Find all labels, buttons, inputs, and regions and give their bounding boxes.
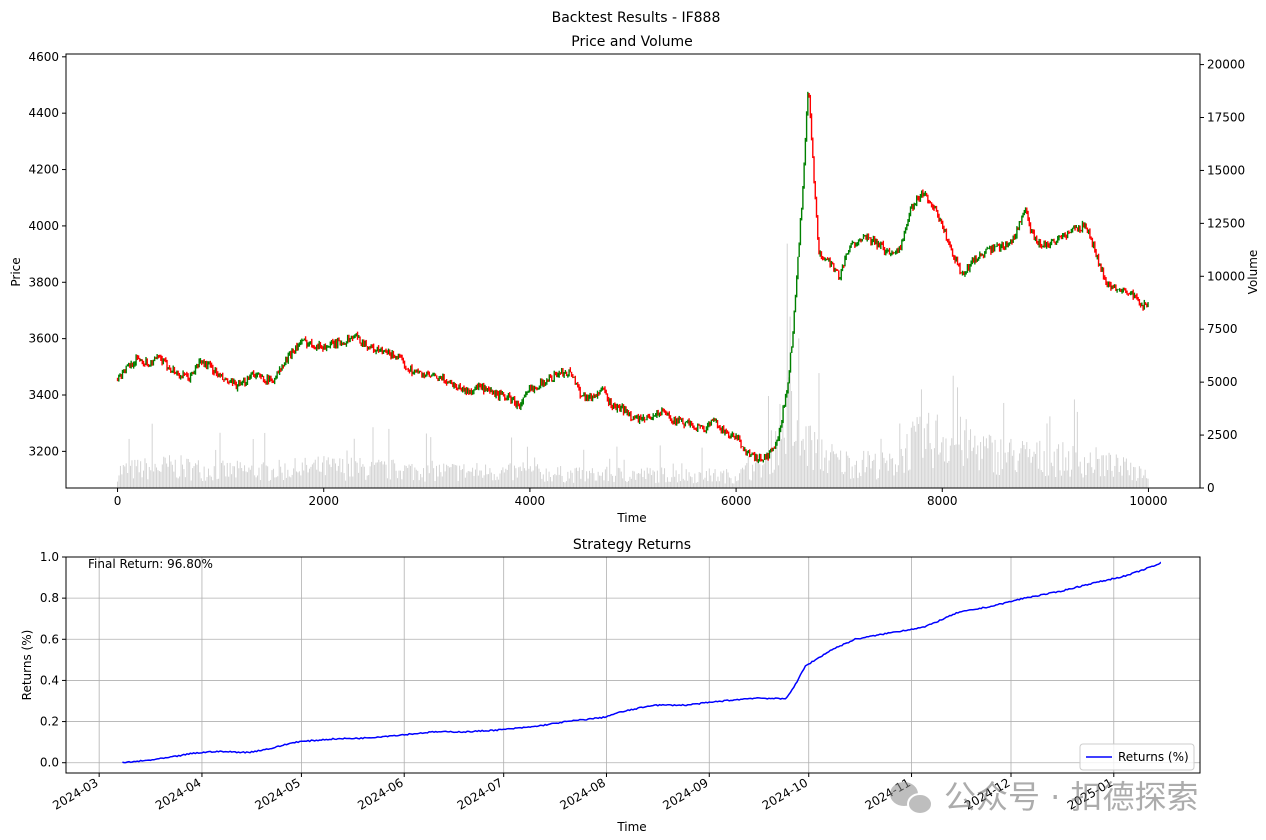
x-tick-label: 2024-03 [50, 775, 100, 812]
volume-bars [117, 243, 1149, 488]
x-tick-label: 2024-10 [760, 775, 810, 812]
y-tick-label: 0.4 [40, 673, 59, 687]
legend-label: Returns (%) [1118, 750, 1189, 764]
y-tick-label: 0.0 [40, 756, 59, 770]
returns-x-label: Time [616, 820, 646, 834]
y-tick-label: 0.8 [40, 591, 59, 605]
y-tick-label: 4600 [28, 50, 59, 64]
y-tick-label: 4400 [28, 106, 59, 120]
legend-box [1079, 743, 1195, 771]
y-tick-label: 1.0 [40, 550, 59, 564]
price-volume-axes: Price and Volume 0 2000 4000 6000 8000 10000 … [9, 34, 1260, 525]
x-tick-label: 10000 [1129, 494, 1167, 508]
x-tick-label: 2024-07 [455, 775, 505, 812]
y-tick-label: 4000 [28, 219, 59, 233]
price-candles [116, 91, 1149, 464]
volume-y-label: Volume [1246, 250, 1260, 295]
x-tick-label: 2024-06 [355, 775, 405, 812]
y2-tick-label: 7500 [1207, 322, 1238, 336]
returns-grid [66, 556, 1200, 773]
x-tick-label: 2024-08 [558, 775, 608, 812]
x-tick-label: 4000 [515, 494, 546, 508]
final-return-annotation: Final Return: 96.80% [88, 557, 213, 571]
y-tick-label: 3200 [28, 444, 59, 458]
y2-tick-label: 12500 [1207, 216, 1245, 230]
y2-tick-label: 20000 [1207, 58, 1245, 72]
price-axes-frame [65, 53, 1201, 489]
x-tick-label: 6000 [721, 494, 752, 508]
returns-y-ticks: 0.0 0.2 0.4 0.6 0.8 1.0 [40, 550, 66, 770]
y-tick-label: 3600 [28, 332, 59, 346]
x-tick-label: 2024-09 [660, 775, 710, 812]
y2-tick-label: 5000 [1207, 375, 1238, 389]
y2-tick-label: 10000 [1207, 269, 1245, 283]
price-y-label: Price [9, 257, 23, 286]
y-tick-label: 0.6 [40, 632, 59, 646]
figure-suptitle: Backtest Results - IF888 [552, 10, 721, 26]
y-tick-label: 0.2 [40, 715, 59, 729]
price-volume-title: Price and Volume [571, 34, 692, 50]
x-tick-label: 2024-05 [252, 775, 302, 812]
watermark-text: 公众号 · 扣德探索 [944, 778, 1199, 816]
x-tick-label: 2024-04 [153, 775, 203, 812]
y2-tick-label: 15000 [1207, 163, 1245, 177]
returns-axes-frame [65, 556, 1201, 774]
y2-tick-label: 2500 [1207, 428, 1238, 442]
returns-line-group [122, 561, 1161, 764]
y-tick-label: 3800 [28, 275, 59, 289]
y2-tick-label: 17500 [1207, 111, 1245, 125]
watermark: 公众号 · 扣德探索 [890, 778, 1199, 816]
returns-title: Strategy Returns [573, 537, 691, 553]
y-tick-label: 4200 [28, 163, 59, 177]
y2-tick-label: 0 [1207, 481, 1215, 495]
y-tick-label: 3400 [28, 388, 59, 402]
price-x-ticks: 0 2000 4000 6000 8000 10000 [114, 488, 1168, 508]
wechat-icon [890, 782, 933, 815]
x-tick-label: 2000 [308, 494, 339, 508]
volume-y-ticks: 0 2500 5000 7500 10000 12500 15000 17500 20000 [1200, 58, 1245, 495]
price-x-label: Time [616, 511, 646, 525]
price-y-ticks: 3200 3400 3600 3800 4000 4200 4400 4600 [28, 50, 66, 458]
returns-legend: Returns (%) [1079, 743, 1195, 771]
returns-y-label: Returns (%) [20, 630, 34, 701]
returns-line [122, 561, 1161, 764]
x-tick-label: 0 [114, 494, 122, 508]
x-tick-label: 8000 [927, 494, 958, 508]
